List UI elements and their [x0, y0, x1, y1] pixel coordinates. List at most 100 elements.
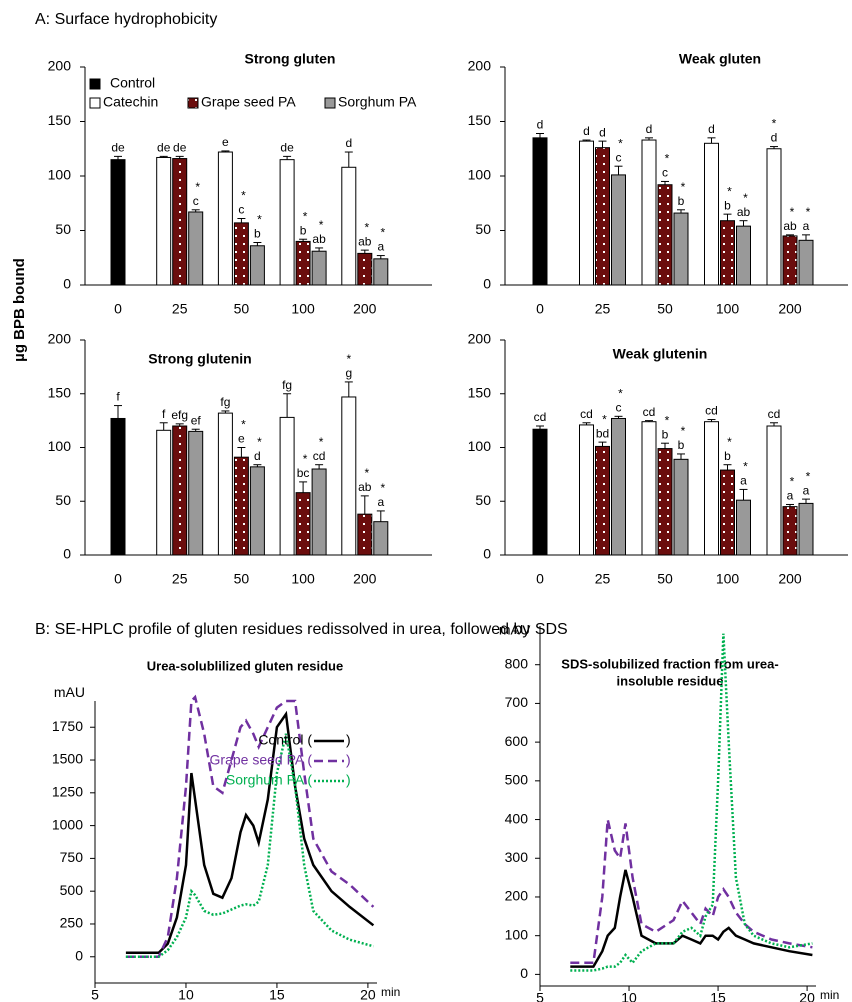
- bar: [156, 156, 172, 286]
- y-tick-label: 150: [468, 112, 492, 128]
- bar: [110, 159, 126, 286]
- bar: [798, 239, 814, 286]
- y-tick-label: 500: [505, 772, 529, 788]
- bar: [641, 139, 657, 286]
- bar: [357, 513, 373, 556]
- x-tick-label: 0: [536, 301, 544, 317]
- legend-swatch: [187, 97, 199, 109]
- y-tick-label: 100: [505, 926, 529, 942]
- y-tick-label: 400: [505, 810, 529, 826]
- y-tick-label: 50: [55, 492, 71, 508]
- y-tick-label: 50: [475, 492, 491, 508]
- significance-letter: cd: [313, 449, 326, 463]
- bar: [172, 425, 188, 556]
- significance-star: *: [618, 136, 623, 150]
- bar: [704, 142, 719, 286]
- significance-star: *: [743, 191, 748, 205]
- line: [570, 869, 813, 968]
- significance-letter: a: [803, 219, 810, 233]
- section-title: B: SE-HPLC profile of gluten residues re…: [35, 621, 568, 638]
- bar: [611, 417, 626, 556]
- line: [125, 710, 375, 955]
- bar: [657, 184, 673, 286]
- x-tick-label: 50: [657, 301, 673, 317]
- x-tick-label: 50: [234, 571, 250, 587]
- significance-star: *: [772, 117, 777, 131]
- significance-star: *: [303, 452, 308, 466]
- significance-letter: d: [583, 124, 590, 138]
- bar: [172, 158, 188, 286]
- line: [125, 733, 374, 959]
- significance-letter: a: [740, 474, 747, 488]
- significance-star: *: [806, 469, 811, 483]
- significance-star: *: [319, 435, 324, 449]
- y-tick-label: 50: [55, 221, 71, 237]
- significance-letter: de: [280, 141, 294, 155]
- significance-letter: f: [162, 407, 166, 421]
- bar: [373, 521, 389, 556]
- bar: [217, 151, 233, 286]
- significance-letter: f: [116, 390, 120, 404]
- bar: [295, 240, 311, 286]
- x-tick-label: 15: [269, 987, 285, 1002]
- significance-star: *: [727, 435, 732, 449]
- legend-label: Control: [110, 75, 155, 91]
- significance-letter: b: [678, 438, 685, 452]
- legend-label: Sorghum PA (: [226, 772, 312, 788]
- bar: [311, 250, 327, 286]
- y-tick-label: 500: [60, 882, 84, 898]
- legend-label: Catechin: [103, 94, 158, 110]
- bar: [311, 468, 327, 556]
- line: [570, 819, 813, 965]
- significance-letter: a: [377, 495, 384, 509]
- significance-letter: b: [678, 194, 685, 208]
- significance-letter: c: [616, 150, 622, 164]
- significance-star: *: [241, 418, 246, 432]
- y-tick-label: 150: [468, 384, 492, 400]
- significance-letter: d: [537, 118, 544, 132]
- significance-letter: d: [254, 449, 261, 463]
- significance-star: *: [380, 481, 385, 495]
- significance-star: *: [665, 413, 670, 427]
- chart-title: Strong gluten: [245, 51, 336, 67]
- y-tick-label: 1250: [52, 784, 83, 800]
- x-tick-label: 10: [621, 990, 637, 1002]
- x-tick-label: 25: [595, 301, 611, 317]
- x-tick-label: 25: [172, 571, 188, 587]
- y-tick-label: 0: [75, 947, 83, 963]
- bar: [532, 137, 548, 286]
- significance-letter: ef: [191, 413, 202, 427]
- y-tick-label: 1000: [52, 816, 83, 832]
- significance-star: *: [303, 209, 308, 223]
- chart-title: Weak gluten: [679, 51, 761, 67]
- x-axis-title: min: [820, 988, 839, 1002]
- legend-label: ): [346, 752, 351, 768]
- significance-letter: de: [173, 141, 187, 155]
- y-tick-label: 750: [60, 849, 84, 865]
- significance-star: *: [380, 226, 385, 240]
- significance-letter: cd: [580, 407, 593, 421]
- significance-letter: b: [724, 449, 731, 463]
- significance-letter: cd: [534, 410, 547, 424]
- significance-letter: a: [377, 240, 384, 254]
- x-tick-label: 25: [595, 571, 611, 587]
- significance-letter: cd: [768, 407, 781, 421]
- significance-letter: ab: [358, 234, 372, 248]
- legend-label: Control (: [258, 732, 312, 748]
- significance-star: *: [681, 180, 686, 194]
- chart-title: Strong glutenin: [148, 351, 251, 367]
- bar: [579, 140, 594, 286]
- bar: [782, 235, 798, 286]
- significance-star: *: [743, 460, 748, 474]
- x-tick-label: 20: [799, 990, 815, 1002]
- bar: [736, 225, 751, 286]
- bar: [579, 424, 594, 556]
- significance-star: *: [618, 386, 623, 400]
- significance-letter: e: [238, 432, 245, 446]
- bar: [673, 458, 689, 556]
- significance-letter: de: [157, 141, 171, 155]
- bar: [657, 448, 673, 556]
- x-tick-label: 0: [536, 571, 544, 587]
- legend-swatch: [324, 97, 336, 109]
- significance-letter: fg: [282, 378, 292, 392]
